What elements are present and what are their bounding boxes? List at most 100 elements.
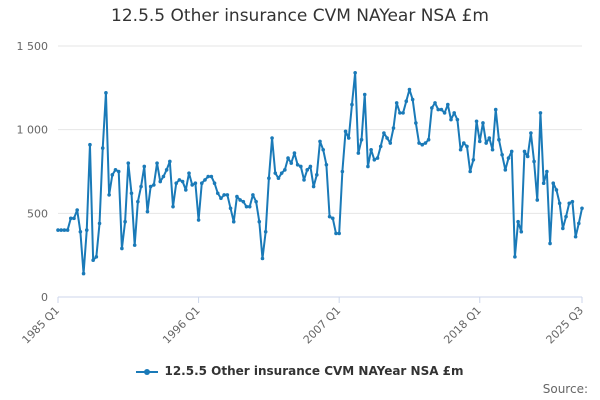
data-point[interactable] (410, 97, 415, 102)
data-point[interactable] (215, 191, 220, 196)
data-point[interactable] (302, 178, 306, 182)
data-point[interactable] (551, 181, 556, 186)
data-point[interactable] (286, 156, 290, 160)
data-point[interactable] (564, 214, 568, 219)
data-point[interactable] (148, 184, 153, 189)
data-point[interactable] (305, 168, 310, 172)
data-point[interactable] (145, 209, 150, 214)
data-point[interactable] (353, 70, 357, 75)
data-point[interactable] (123, 219, 127, 224)
data-point[interactable] (500, 152, 504, 157)
data-point[interactable] (359, 137, 364, 142)
data-point[interactable] (94, 255, 99, 259)
data-point[interactable] (484, 141, 488, 145)
data-point[interactable] (139, 184, 143, 189)
data-point[interactable] (273, 171, 278, 175)
data-point[interactable] (187, 171, 191, 175)
data-point[interactable] (490, 147, 495, 152)
data-point[interactable] (343, 129, 348, 134)
data-point[interactable] (78, 229, 83, 234)
data-point[interactable] (100, 146, 105, 150)
data-point[interactable] (72, 216, 76, 221)
data-point[interactable] (554, 188, 559, 192)
data-point[interactable] (509, 149, 514, 154)
data-point[interactable] (91, 258, 95, 262)
data-point[interactable] (567, 201, 572, 206)
data-point[interactable] (241, 199, 246, 204)
data-point[interactable] (366, 164, 370, 169)
data-point[interactable] (120, 246, 124, 251)
data-point[interactable] (372, 157, 377, 162)
data-point[interactable] (420, 142, 425, 147)
data-point[interactable] (577, 221, 581, 226)
data-point[interactable] (88, 142, 92, 147)
data-point[interactable] (142, 164, 147, 169)
data-point[interactable] (382, 131, 386, 135)
data-point[interactable] (324, 163, 329, 167)
data-point[interactable] (506, 156, 511, 160)
data-point[interactable] (436, 107, 441, 112)
data-point[interactable] (522, 149, 527, 154)
data-point[interactable] (65, 228, 70, 232)
data-point[interactable] (75, 208, 79, 212)
data-point[interactable] (247, 204, 252, 209)
data-point[interactable] (254, 199, 258, 204)
data-point[interactable] (238, 198, 242, 202)
data-point[interactable] (171, 204, 175, 209)
data-point[interactable] (276, 176, 281, 180)
data-point[interactable] (155, 161, 159, 165)
data-point[interactable] (446, 102, 450, 107)
data-point[interactable] (289, 161, 294, 165)
data-point[interactable] (104, 91, 108, 95)
data-point[interactable] (570, 199, 575, 204)
data-point[interactable] (340, 169, 345, 174)
data-point[interactable] (62, 228, 67, 232)
data-point[interactable] (152, 183, 156, 187)
data-point[interactable] (199, 181, 204, 186)
data-point[interactable] (468, 169, 472, 174)
data-point[interactable] (458, 147, 463, 152)
data-point[interactable] (401, 111, 405, 115)
data-point[interactable] (430, 106, 434, 110)
data-point[interactable] (84, 228, 89, 232)
data-point[interactable] (532, 159, 536, 164)
data-point[interactable] (548, 241, 552, 246)
data-point[interactable] (573, 234, 578, 239)
data-point[interactable] (209, 174, 214, 179)
data-point[interactable] (107, 193, 111, 197)
data-point[interactable] (116, 169, 121, 174)
data-point[interactable] (417, 141, 421, 145)
data-point[interactable] (68, 216, 73, 221)
data-point[interactable] (455, 117, 460, 122)
data-point[interactable] (315, 173, 319, 177)
data-point[interactable] (299, 164, 303, 169)
data-point[interactable] (193, 181, 198, 186)
data-point[interactable] (519, 229, 524, 234)
data-point[interactable] (407, 87, 412, 92)
data-point[interactable] (350, 102, 354, 107)
data-point[interactable] (318, 139, 322, 144)
data-point[interactable] (295, 163, 300, 167)
data-point[interactable] (59, 228, 63, 232)
data-point[interactable] (244, 204, 249, 209)
data-point[interactable] (461, 141, 466, 145)
data-point[interactable] (493, 107, 498, 112)
data-point[interactable] (129, 191, 134, 196)
data-point[interactable] (161, 174, 166, 179)
data-point[interactable] (97, 221, 102, 226)
data-point[interactable] (177, 178, 182, 182)
data-point[interactable] (164, 168, 169, 172)
data-point[interactable] (391, 126, 396, 130)
data-point[interactable] (263, 229, 268, 234)
data-point[interactable] (174, 181, 179, 186)
data-point[interactable] (321, 147, 326, 152)
data-point[interactable] (231, 219, 236, 224)
data-point[interactable] (110, 173, 115, 177)
data-point[interactable] (292, 151, 297, 155)
data-point[interactable] (334, 231, 338, 236)
data-point[interactable] (251, 193, 255, 197)
data-point[interactable] (449, 117, 453, 122)
series-line[interactable] (58, 71, 583, 275)
data-point[interactable] (180, 179, 185, 184)
data-point[interactable] (385, 136, 389, 140)
